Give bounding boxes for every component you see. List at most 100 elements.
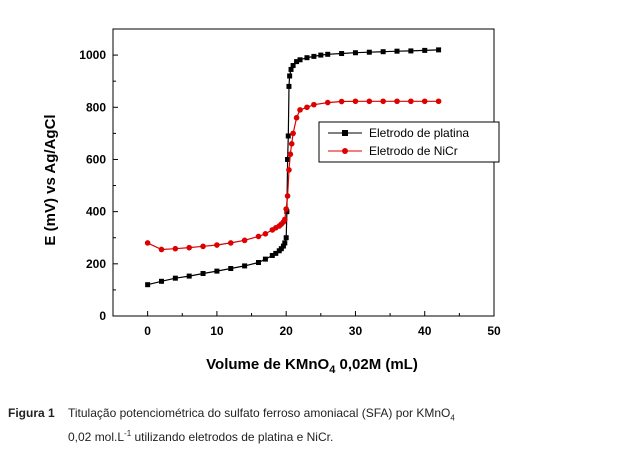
caption-label: Figura 1: [8, 406, 55, 420]
legend-marker-platina: [342, 130, 348, 136]
data-point: [158, 246, 165, 253]
legend-box: [318, 121, 500, 163]
y-axis-title: E (mV) vs Ag/AgCl: [42, 114, 59, 245]
data-point: [286, 167, 292, 173]
data-point: [242, 263, 248, 269]
series-platina: [145, 47, 442, 288]
data-point: [144, 240, 151, 246]
caption-line-1: Figura 1 Titulação potenciométrica do sul…: [8, 405, 628, 426]
x-tick-label: 10: [210, 324, 224, 338]
data-point: [288, 141, 295, 147]
axis-ticks: 0 10 20 30 40 50 0 200 400 600 800 1000: [79, 48, 501, 338]
legend: Eletrodo de platina Eletrodo de NiCr: [318, 121, 500, 163]
data-point: [287, 73, 293, 79]
plot-frame: [112, 28, 495, 317]
data-point: [214, 268, 220, 274]
data-point: [366, 49, 372, 55]
data-point: [269, 252, 275, 258]
data-point: [158, 278, 164, 284]
x-tick-label: 50: [487, 324, 501, 338]
data-point: [283, 206, 289, 212]
data-point: [304, 55, 310, 61]
data-point: [436, 47, 442, 53]
data-point: [262, 256, 268, 262]
legend-marker-nicr: [342, 148, 348, 154]
data-point: [145, 282, 151, 288]
chart: 0 10 20 30 40 50 0 200 400 600 800 1000 Volume de K…: [42, 28, 501, 376]
data-point: [186, 244, 192, 251]
data-point: [339, 51, 345, 57]
data-point: [297, 57, 303, 63]
data-point: [435, 98, 442, 105]
data-point: [380, 49, 386, 55]
x-axis-title: Volume de KMnO4 0,02M (mL): [206, 356, 418, 376]
series-layer: [144, 47, 442, 288]
data-point: [280, 243, 286, 249]
y-tick-label: 600: [86, 152, 106, 166]
data-point: [338, 98, 345, 105]
data-point: [286, 83, 292, 89]
data-point: [304, 104, 310, 111]
data-point: [285, 133, 291, 139]
data-point: [324, 99, 331, 106]
data-point: [408, 48, 414, 54]
data-point: [172, 275, 178, 281]
x-tick-label: 40: [418, 324, 432, 338]
series-nicr: [144, 98, 442, 253]
caption-sub: 4: [450, 413, 455, 423]
x-tick-label: 30: [349, 324, 363, 338]
x-tick-label: 0: [144, 324, 151, 338]
data-point: [172, 245, 179, 252]
x-tick-label: 20: [280, 324, 294, 338]
data-point: [352, 98, 359, 105]
data-point: [290, 63, 296, 69]
data-point: [294, 59, 300, 65]
caption-sup: -1: [124, 429, 132, 439]
data-point: [311, 53, 317, 59]
data-point: [311, 101, 317, 108]
data-point: [200, 243, 206, 250]
caption-text-3: utilizando eletrodos de platina e NiCr.: [131, 430, 334, 445]
data-point: [227, 240, 234, 246]
y-tick-label: 400: [86, 205, 106, 219]
data-point: [200, 270, 206, 276]
data-point: [255, 233, 262, 240]
data-point: [287, 151, 294, 158]
data-point: [285, 156, 291, 162]
data-point: [421, 98, 428, 105]
data-point: [282, 240, 288, 246]
data-point: [281, 216, 288, 223]
y-tick-label: 200: [86, 257, 106, 271]
data-point: [278, 246, 284, 252]
data-point: [255, 260, 261, 266]
data-point: [262, 231, 269, 237]
data-point: [228, 266, 234, 272]
data-point: [214, 242, 220, 248]
caption-text-2: 0,02 mol.L: [68, 430, 125, 445]
data-point: [408, 98, 414, 105]
y-tick-label: 1000: [79, 48, 106, 62]
data-point: [186, 273, 192, 279]
data-point: [297, 107, 303, 113]
caption-line-2: 0,02 mol.L-1 utilizando eletrodos de pla…: [8, 426, 628, 445]
legend-label-nicr: Eletrodo de NiCr: [369, 144, 458, 158]
y-tick-label: 0: [99, 309, 106, 323]
plot-area: [112, 28, 495, 317]
data-point: [366, 98, 373, 105]
data-point: [290, 130, 296, 137]
figure-caption: Figura 1 Titulação potenciométrica do sul…: [8, 405, 628, 445]
data-point: [293, 114, 300, 121]
data-point: [352, 50, 358, 56]
data-point: [325, 51, 331, 57]
caption-text-1: Titulação potenciométrica do sulfato fer…: [68, 406, 451, 420]
data-point: [273, 250, 279, 256]
data-point: [241, 237, 248, 244]
y-tick-label: 800: [86, 100, 106, 114]
data-point: [380, 98, 386, 105]
data-point: [288, 66, 294, 72]
data-point: [394, 48, 400, 54]
data-point: [283, 235, 289, 241]
data-point: [284, 193, 291, 199]
legend-label-platina: Eletrodo de platina: [369, 126, 469, 140]
data-point: [422, 47, 428, 53]
